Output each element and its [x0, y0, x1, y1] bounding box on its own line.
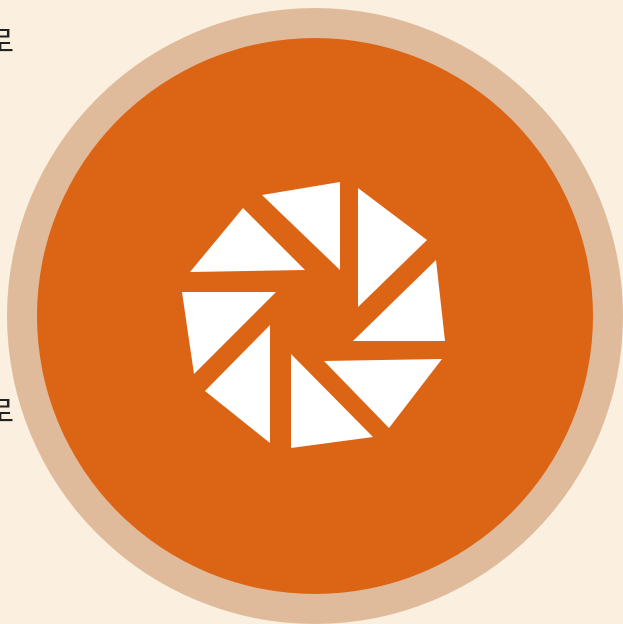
- cropped-text-bottom: 로: [0, 398, 14, 428]
- badge-disc: [37, 38, 593, 594]
- cropped-text-top: 로: [0, 28, 14, 58]
- aperture-icon: [182, 182, 445, 448]
